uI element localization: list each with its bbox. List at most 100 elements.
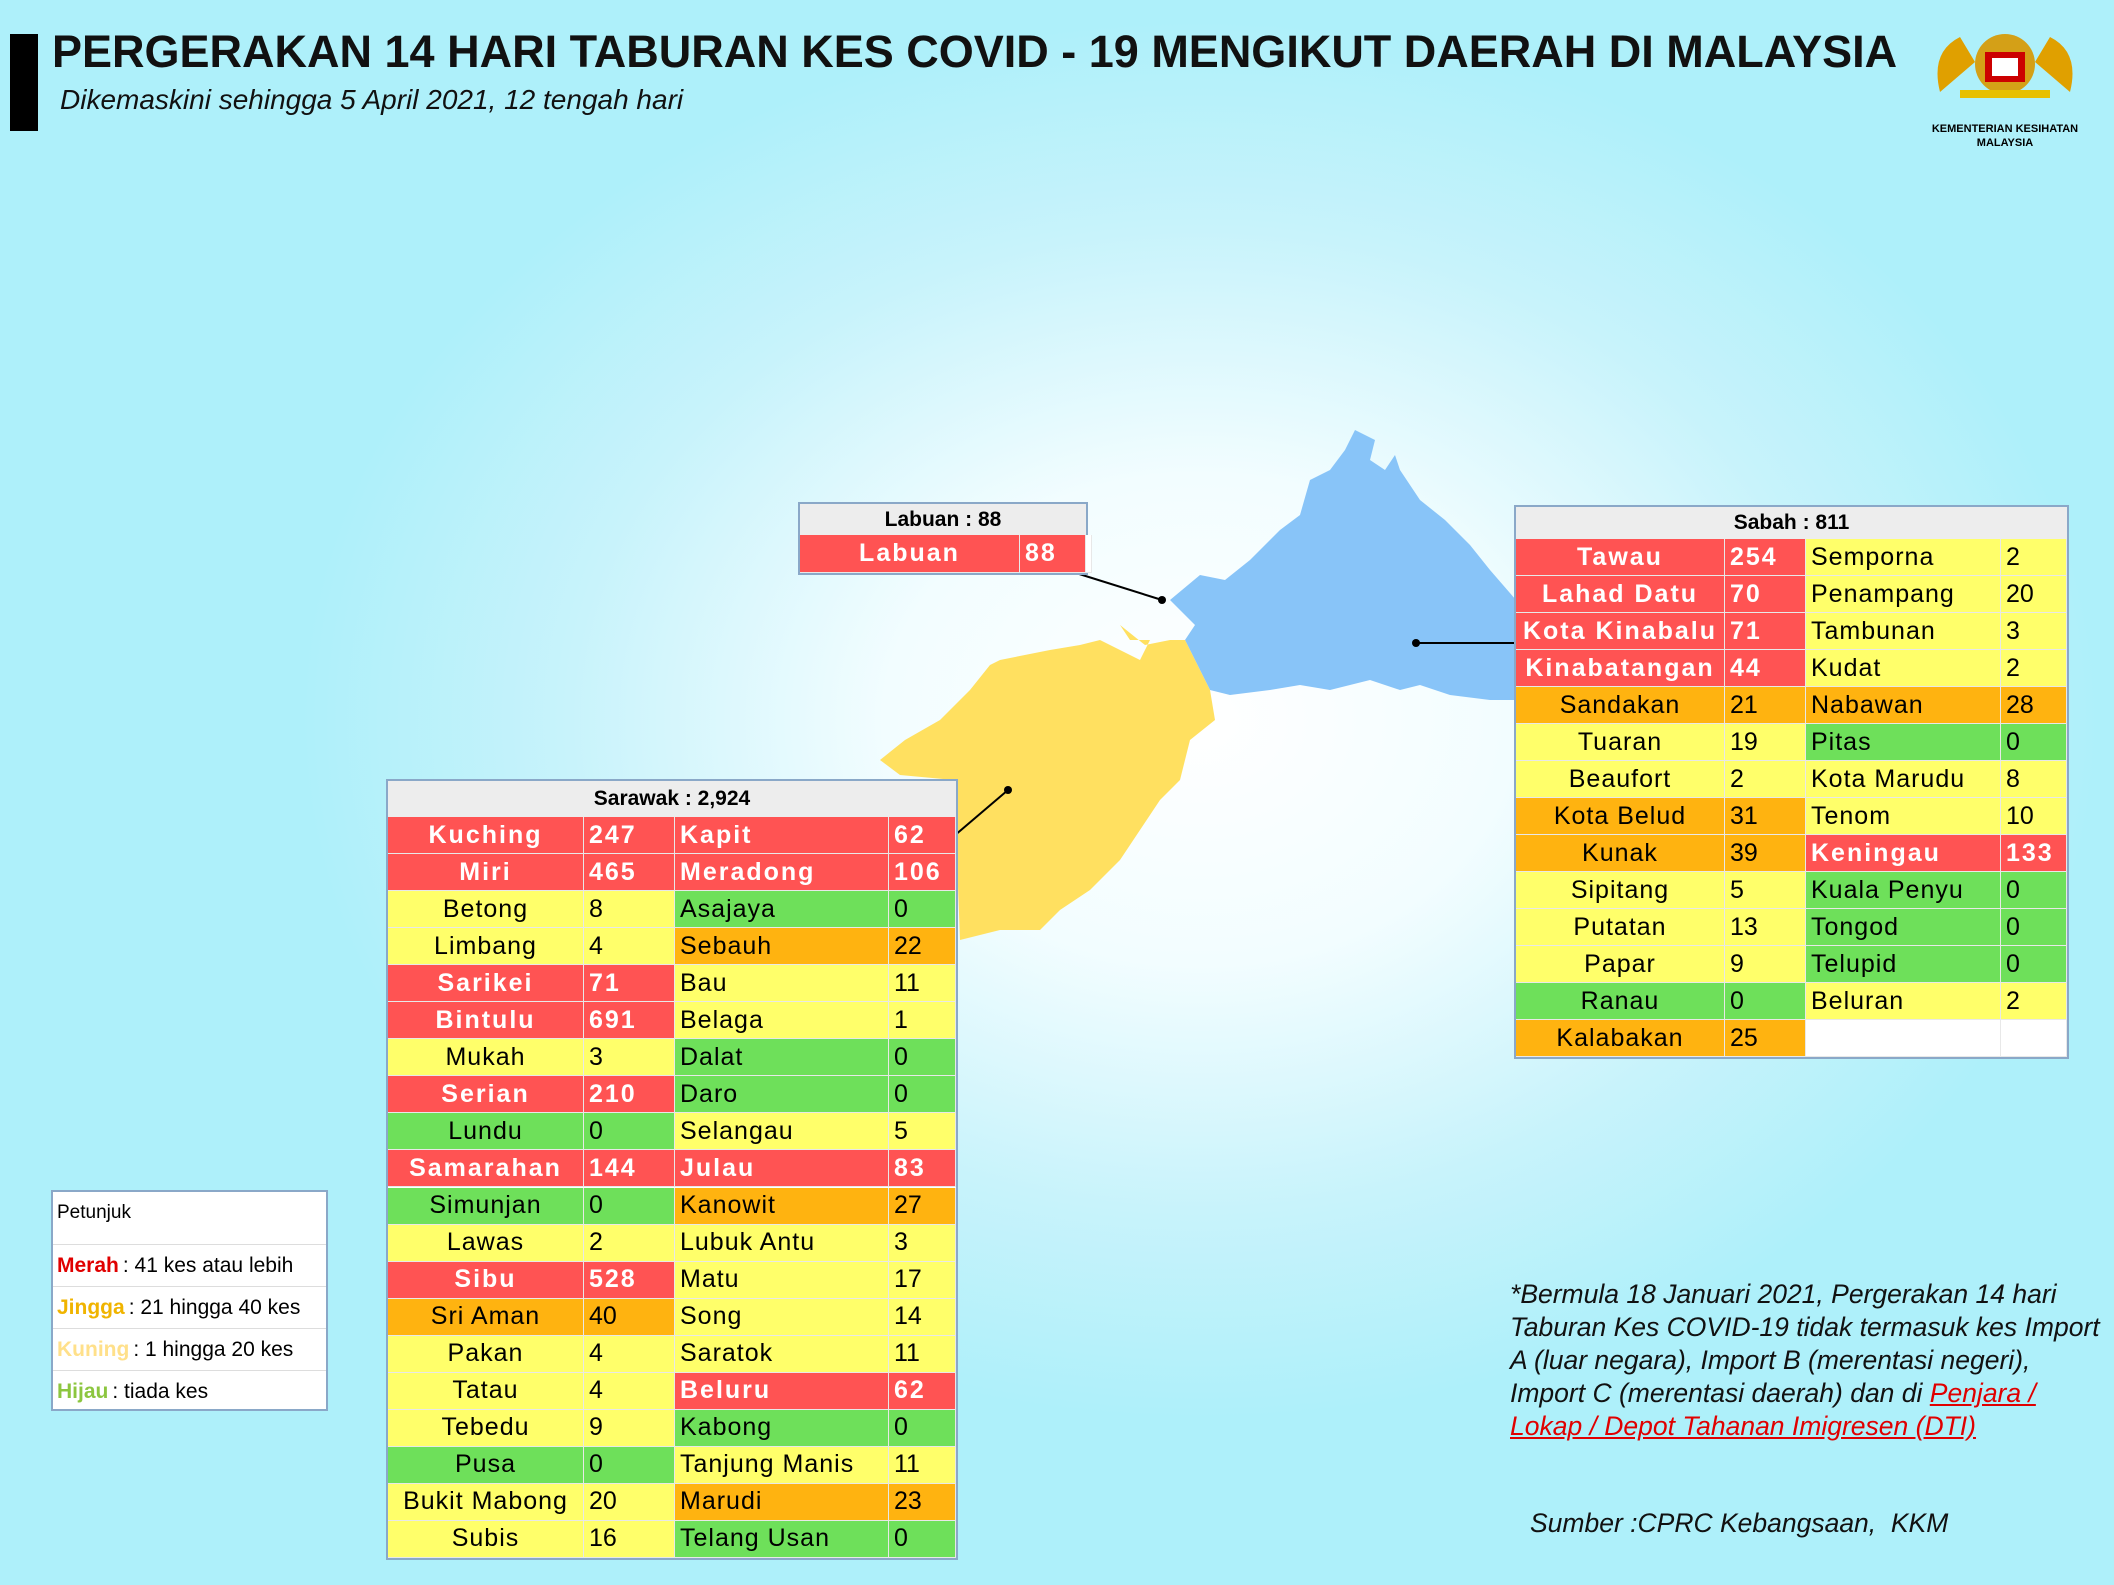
district-cell: Julau (675, 1150, 889, 1188)
cases-cell: 62 (889, 817, 956, 855)
legend-item: Jingga: 21 hingga 40 kes (53, 1286, 326, 1328)
table-header: Labuan : 88 (800, 504, 1086, 536)
district-cell: Betong (388, 891, 584, 929)
district-cell: Kalabakan (1516, 1020, 1725, 1057)
table-header: Sarawak : 2,924 (388, 781, 956, 818)
cases-cell: 0 (2001, 724, 2067, 761)
labuan-table: Labuan : 88 Labuan 88 (798, 502, 1092, 575)
title: PERGERAKAN 14 HARI TABURAN KES COVID - 1… (52, 26, 1898, 77)
cases-cell: 0 (1725, 983, 1806, 1020)
cases-cell: 0 (889, 1076, 956, 1114)
district-cell: Sibu (388, 1261, 584, 1299)
district-cell: Meradong (675, 854, 889, 892)
cases-cell: 0 (584, 1113, 675, 1151)
cases-cell: 2 (584, 1224, 675, 1262)
footnote: *Bermula 18 Januari 2021, Pergerakan 14 … (1510, 1278, 2110, 1443)
cases-cell: 62 (889, 1372, 956, 1410)
district-cell: Samarahan (388, 1150, 584, 1188)
district-cell: Tenom (1806, 798, 2001, 835)
cases-cell: 11 (889, 1335, 956, 1373)
district-cell: Kabong (675, 1409, 889, 1447)
legend-title: Petunjuk (57, 1202, 131, 1223)
cases-cell: 0 (584, 1187, 675, 1225)
legend-text: : 41 kes atau lebih (122, 1253, 294, 1277)
cases-cell: 13 (1725, 909, 1806, 946)
district-cell: Kinabatangan (1516, 650, 1725, 687)
district-cell: Selangau (675, 1113, 889, 1151)
cases-cell: 11 (889, 1446, 956, 1484)
district-cell: Telupid (1806, 946, 2001, 983)
district-cell: Daro (675, 1076, 889, 1114)
cases-cell: 10 (2001, 798, 2067, 835)
district-cell: Lubuk Antu (675, 1224, 889, 1262)
district-cell: Kunak (1516, 835, 1725, 872)
legend-text: : tiada kes (112, 1379, 209, 1403)
cases-cell: 14 (889, 1298, 956, 1336)
district-cell: Sri Aman (388, 1298, 584, 1336)
legend-text: : 1 hingga 20 kes (133, 1337, 294, 1361)
cases-cell: 691 (584, 1002, 675, 1040)
district-cell: Bintulu (388, 1002, 584, 1040)
district-cell: Tanjung Manis (675, 1446, 889, 1484)
district-cell: Saratok (675, 1335, 889, 1373)
sabah-table: Sabah : 811 Tawau 254 Lahad Datu 70 Kota Kina… (1514, 505, 2069, 1059)
district-cell: Tongod (1806, 909, 2001, 946)
district-cell: Song (675, 1298, 889, 1336)
cases-cell: 106 (889, 854, 956, 892)
district-cell: Telang Usan (675, 1520, 889, 1558)
cases-cell: 27 (889, 1187, 956, 1225)
cases-cell: 23 (889, 1483, 956, 1521)
title-bar (10, 34, 38, 131)
cases-cell: 88 (1020, 535, 1086, 573)
district-cell: Sebauh (675, 928, 889, 966)
footnote-text: *Bermula 18 Januari 2021, Pergerakan 14 … (1510, 1279, 2100, 1408)
district-cell: Bau (675, 965, 889, 1003)
cases-cell: 0 (2001, 909, 2067, 946)
district-cell: Kuching (388, 817, 584, 855)
district-cell: Pakan (388, 1335, 584, 1373)
cases-cell: 71 (1725, 613, 1806, 650)
district-cell: Serian (388, 1076, 584, 1114)
cases-cell: 0 (889, 1039, 956, 1077)
cases-cell: 4 (584, 928, 675, 966)
district-cell: Labuan (800, 535, 1020, 573)
district-cell: Kapit (675, 817, 889, 855)
district-cell: Dalat (675, 1039, 889, 1077)
logo-line: MALAYSIA (1976, 137, 2034, 149)
cases-cell: 2 (2001, 539, 2067, 576)
cases-cell: 247 (584, 817, 675, 855)
district-cell: Miri (388, 854, 584, 892)
cases-cell: 5 (1725, 872, 1806, 909)
district-cell: Belaga (675, 1002, 889, 1040)
cases-cell: 40 (584, 1298, 675, 1336)
cases-cell: 2 (2001, 650, 2067, 687)
cases-cell: 9 (1725, 946, 1806, 983)
district-cell: Kota Kinabalu (1516, 613, 1725, 650)
cases-cell: 465 (584, 854, 675, 892)
district-cell: Limbang (388, 928, 584, 966)
cases-cell: 11 (889, 965, 956, 1003)
district-cell: Beluran (1806, 983, 2001, 1020)
district-cell: Tatau (388, 1372, 584, 1410)
legend-item: Merah: 41 kes atau lebih (53, 1244, 326, 1286)
cases-cell: 1 (889, 1002, 956, 1040)
cases-cell: 528 (584, 1261, 675, 1299)
cases-cell: 70 (1725, 576, 1806, 613)
district-cell: Lawas (388, 1224, 584, 1262)
district-cell: Kota Marudu (1806, 761, 2001, 798)
table-header: Sabah : 811 (1516, 507, 2067, 540)
legend-term: Hijau (57, 1379, 109, 1403)
district-cell: Sarikei (388, 965, 584, 1003)
cases-cell: 25 (1725, 1020, 1806, 1057)
district-cell: Pusa (388, 1446, 584, 1484)
cases-cell: 8 (584, 891, 675, 929)
cases-cell: 4 (584, 1335, 675, 1373)
source: Sumber :CPRC Kebangsaan, KKM (1530, 1508, 1949, 1538)
district-cell: Semporna (1806, 539, 2001, 576)
district-cell: Kuala Penyu (1806, 872, 2001, 909)
district-cell (1806, 1020, 2001, 1057)
cases-cell (1086, 535, 1092, 573)
cases-cell: 144 (584, 1150, 675, 1188)
footnote-link: Penjara / Lokap / Depot Tahanan Imigrese… (1510, 1378, 2036, 1441)
cases-cell: 5 (889, 1113, 956, 1151)
